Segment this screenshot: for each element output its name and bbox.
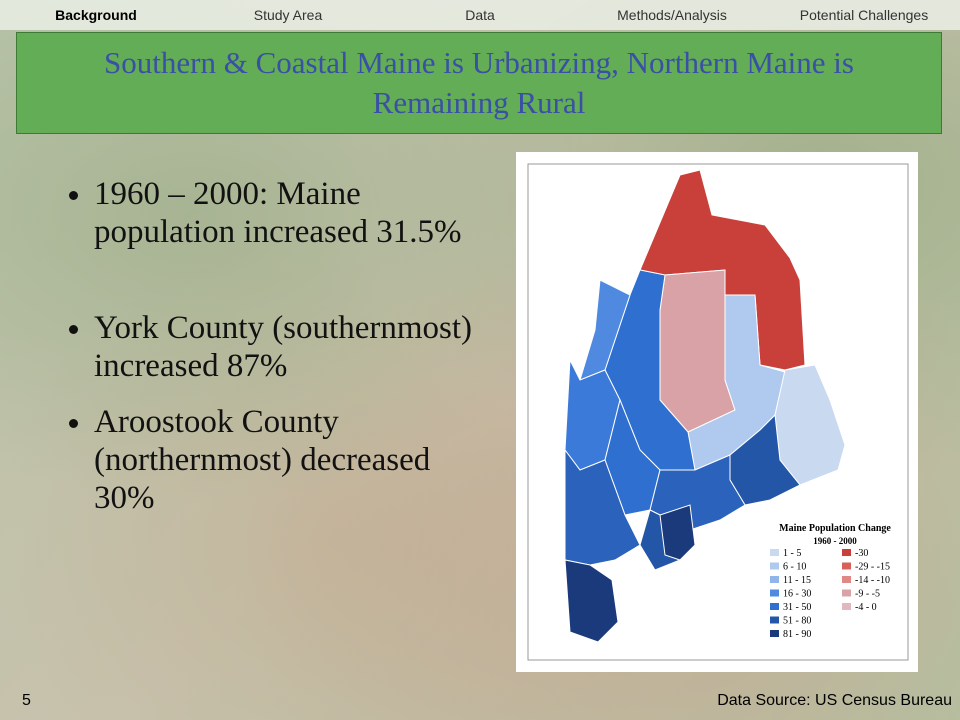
slide-title: Southern & Coastal Maine is Urbanizing, … xyxy=(16,32,942,134)
legend-label: -29 - -15 xyxy=(855,562,890,573)
legend-swatch xyxy=(770,603,779,610)
legend-label: -4 - 0 xyxy=(855,602,877,613)
legend-swatch xyxy=(770,630,779,637)
legend-label: 31 - 50 xyxy=(783,602,811,613)
legend-subtitle: 1960 - 2000 xyxy=(813,536,857,546)
legend-swatch xyxy=(842,549,851,556)
legend-swatch xyxy=(770,589,779,597)
county xyxy=(659,269,736,433)
nav-tab[interactable]: Data xyxy=(465,7,495,23)
nav-tab[interactable]: Study Area xyxy=(253,7,323,23)
legend: Maine Population Change 1960 - 2000 1 - … xyxy=(770,523,891,640)
data-source: Data Source: US Census Bureau xyxy=(717,692,952,709)
nav-bar: Background Study Area Data Methods/Analysis… xyxy=(0,0,960,30)
legend-swatch xyxy=(770,616,779,624)
legend-swatch xyxy=(842,603,851,610)
legend-swatch xyxy=(842,562,851,570)
bullet: York County (southernmost) increased 87% xyxy=(94,309,494,385)
legend-title: Maine Population Change xyxy=(779,523,891,534)
legend-swatch xyxy=(770,576,779,583)
map: Maine Population Change 1960 - 2000 1 - … xyxy=(527,163,909,661)
legend-swatch xyxy=(770,549,779,556)
legend-label: 1 - 5 xyxy=(783,548,801,559)
county xyxy=(564,559,619,643)
map-panel: Maine Population Change 1960 - 2000 1 - … xyxy=(516,152,918,672)
legend-label: -9 - -5 xyxy=(855,589,880,600)
bullet: 1960 – 2000: Maine population increased … xyxy=(94,175,494,251)
legend-label: -30 xyxy=(855,548,868,559)
legend-label: 81 - 90 xyxy=(783,629,811,640)
nav-tab[interactable]: Methods/Analysis xyxy=(617,7,727,23)
counties xyxy=(564,169,846,643)
page-number: 5 xyxy=(22,692,31,709)
legend-label: -14 - -10 xyxy=(855,575,890,586)
legend-label: 16 - 30 xyxy=(783,589,811,600)
nav-tab[interactable]: Background xyxy=(55,7,137,23)
bullet-list: 1960 – 2000: Maine population increased … xyxy=(60,175,494,535)
legend-swatch xyxy=(770,562,779,570)
legend-label: 51 - 80 xyxy=(783,616,811,627)
county xyxy=(659,504,696,561)
legend-swatch xyxy=(842,576,851,583)
legend-label: 6 - 10 xyxy=(783,562,806,573)
bullet: Aroostook County (northernmost) decrease… xyxy=(94,403,494,517)
legend-swatch xyxy=(842,589,851,597)
nav-tab[interactable]: Potential Challenges xyxy=(799,7,929,23)
legend-label: 11 - 15 xyxy=(783,575,811,586)
